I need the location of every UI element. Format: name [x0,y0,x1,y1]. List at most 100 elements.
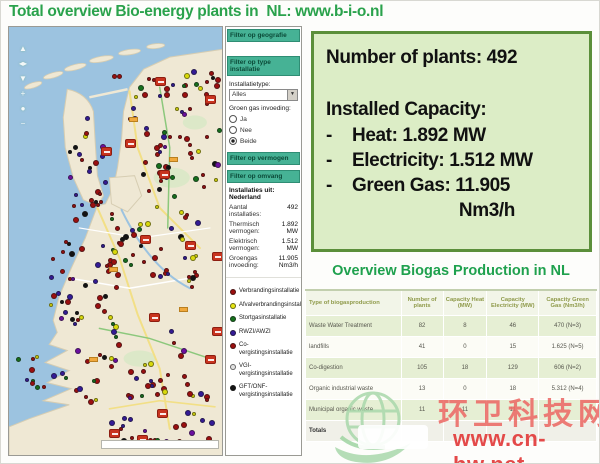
plant-marker-dot[interactable] [136,226,142,232]
plant-marker-dot[interactable] [85,115,91,121]
plant-marker-dot[interactable] [156,186,162,192]
plant-marker-dot[interactable] [112,74,118,80]
plant-marker-dot[interactable] [184,135,191,142]
plant-marker-dot[interactable] [172,340,177,345]
plant-marker-dot[interactable] [143,126,149,132]
plant-marker-dot[interactable] [211,76,216,81]
plant-marker-dot[interactable] [153,145,160,152]
plant-marker-dot[interactable] [198,86,204,92]
plant-marker-dot[interactable] [184,410,191,417]
plant-marker-dot[interactable] [143,159,149,165]
plant-marker-dot[interactable] [193,269,198,274]
plant-marker-dot[interactable] [91,378,96,383]
plant-marker-dot[interactable] [105,263,110,268]
plant-marker-dot[interactable] [168,225,174,231]
plant-marker-dot[interactable] [193,82,199,88]
plant-marker-dot[interactable] [64,299,71,306]
plant-marker-dot[interactable] [187,279,192,284]
plant-marker-dot[interactable] [183,215,189,221]
radio-nee[interactable]: Nee [229,126,298,134]
plant-marker-dot[interactable] [75,317,80,322]
plant-marker-dot[interactable] [94,188,101,195]
plant-marker-dot[interactable] [181,84,186,89]
plant-marker-dot[interactable] [79,245,86,252]
plant-marker-dot[interactable] [171,193,177,199]
plant-marker-dot[interactable] [190,274,197,281]
plant-marker-dot[interactable] [74,310,79,315]
plant-marker-dot[interactable] [157,273,163,279]
plant-marker-dot[interactable] [158,93,163,98]
plant-marker-dot[interactable] [117,73,123,79]
plant-marker-dot[interactable] [149,272,156,279]
plant-marker-dot[interactable] [139,244,144,249]
plant-marker-dot[interactable] [178,209,184,215]
plant-marker-dot[interactable] [186,391,193,398]
plant-marker-dot[interactable] [118,241,125,248]
plant-marker-dot[interactable] [216,128,222,134]
plant-marker-dot[interactable] [113,334,118,339]
plant-marker-dot[interactable] [204,134,209,139]
plant-marker-dot[interactable] [166,272,171,277]
plant-marker-dot[interactable] [164,86,171,93]
plant-marker-dot[interactable] [94,261,101,268]
plant-marker-dot[interactable] [73,216,80,223]
plant-marker-dot[interactable] [93,398,98,403]
plant-marker-dot[interactable] [167,134,172,139]
plant-marker-dot[interactable] [110,328,117,335]
plant-marker-dot[interactable] [189,155,194,160]
plant-marker-dot[interactable] [80,202,85,207]
plant-marker-dot[interactable] [184,381,190,387]
plant-marker-dot[interactable] [58,315,64,321]
plant-marker-dot[interactable] [113,358,119,364]
plant-marker-dot[interactable] [162,388,169,395]
plant-marker-dot[interactable] [69,250,76,257]
plant-marker-dot[interactable] [181,373,187,379]
plant-marker-dot[interactable] [187,143,192,148]
plant-marker-dot[interactable] [108,314,114,320]
plant-marker-dot[interactable] [56,291,62,297]
plant-marker-dot[interactable] [137,84,144,91]
plant-marker-dot[interactable] [189,430,196,437]
chevron-down-icon[interactable]: ▼ [287,90,297,100]
plant-marker-dot[interactable] [98,192,103,197]
plant-marker-dot[interactable] [128,263,133,268]
plant-marker-dot[interactable] [163,145,168,150]
plant-marker-dot[interactable] [48,302,53,307]
plant-marker-dot[interactable] [162,130,168,136]
plant-marker-dot[interactable] [121,416,127,422]
plant-marker-dot[interactable] [157,149,162,154]
plant-marker-dot[interactable] [67,175,73,181]
plant-marker-dot[interactable] [188,151,194,157]
plant-marker-dot[interactable] [34,385,40,391]
plant-marker-dot[interactable] [184,72,191,79]
plant-marker-dot[interactable] [134,376,140,382]
plant-marker-dot[interactable] [67,242,72,247]
plant-marker-dot[interactable] [209,419,215,426]
radio-ja[interactable]: Ja [229,115,298,123]
plant-marker-dot[interactable] [178,135,183,140]
plant-marker-dot[interactable] [63,376,68,381]
plant-marker-dot[interactable] [120,423,125,428]
plant-marker-dot[interactable] [157,142,163,148]
netherlands-map[interactable]: ▲ ◂▸ ▼ + ● − [8,26,223,456]
plant-marker-dot[interactable] [214,76,221,83]
plant-marker-dot[interactable] [72,321,77,326]
plant-marker-dot[interactable] [156,163,163,170]
plant-marker-dot[interactable] [177,353,184,360]
plant-marker-dot[interactable] [112,249,119,256]
plant-marker-dot[interactable] [200,173,205,178]
plant-marker-dot[interactable] [48,275,54,281]
plant-marker-dot[interactable] [103,293,109,299]
plant-marker-dot[interactable] [98,199,103,204]
plant-marker-dot[interactable] [146,77,151,82]
plant-marker-dot[interactable] [87,169,93,175]
plant-marker-dot[interactable] [102,180,108,186]
plant-marker-dot[interactable] [60,269,66,275]
plant-marker-dot[interactable] [110,216,115,221]
plant-marker-dot[interactable] [123,257,129,263]
plant-marker-dot[interactable] [29,366,36,373]
filter-header-geography[interactable]: Filter op geografie [227,29,300,42]
plant-marker-dot[interactable] [63,239,68,244]
plant-marker-dot[interactable] [79,157,84,162]
plant-marker-dot[interactable] [133,95,138,100]
